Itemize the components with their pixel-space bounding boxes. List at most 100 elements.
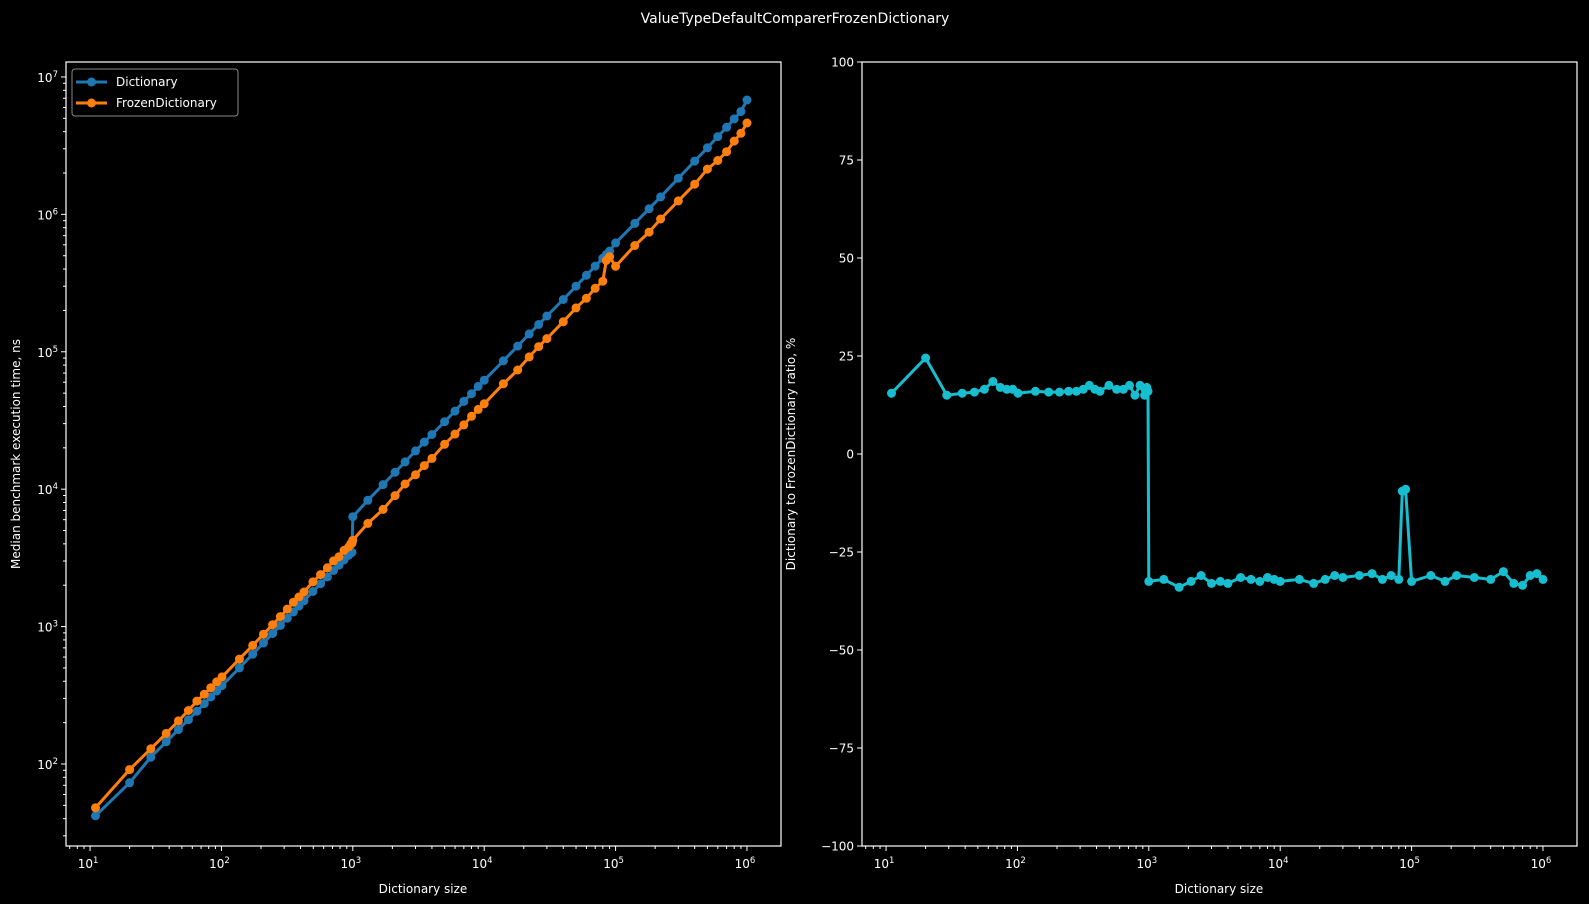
data-point	[1509, 578, 1519, 588]
left-x-axis-label: Dictionary size	[379, 882, 468, 896]
data-point	[459, 420, 469, 430]
right-x-axis-label: Dictionary size	[1175, 882, 1264, 896]
data-point	[1095, 386, 1105, 396]
data-point	[411, 446, 420, 456]
data-point	[1469, 573, 1479, 582]
data-point	[742, 118, 752, 128]
data-point	[921, 353, 931, 363]
data-point	[1294, 574, 1304, 584]
data-point	[419, 437, 429, 447]
data-point	[656, 214, 666, 224]
data-point	[400, 479, 410, 489]
data-point	[467, 411, 476, 421]
data-point	[479, 375, 489, 385]
data-point	[161, 737, 171, 747]
data-point	[630, 218, 640, 228]
legend: Dictionary FrozenDictionary	[71, 68, 239, 117]
data-point	[1309, 578, 1319, 588]
x-tick-label: 103	[1136, 856, 1157, 871]
data-point	[1196, 571, 1206, 580]
data-point	[1125, 380, 1134, 390]
data-point	[611, 238, 621, 248]
data-point	[282, 604, 292, 614]
data-point	[1338, 573, 1348, 582]
data-point	[713, 132, 723, 142]
data-point	[702, 143, 712, 153]
y-tick-label: 104	[37, 482, 58, 497]
data-point	[199, 699, 209, 709]
data-point	[736, 107, 746, 117]
data-point	[217, 672, 227, 682]
data-point	[1246, 574, 1256, 584]
legend-marker-dictionary	[87, 77, 96, 87]
series-ratio	[887, 353, 1548, 592]
data-point	[411, 470, 420, 480]
x-tick-label: 106	[1531, 856, 1552, 871]
data-point	[316, 579, 326, 589]
data-point	[248, 649, 258, 659]
data-point	[1143, 386, 1153, 396]
data-point	[690, 179, 700, 189]
data-point	[400, 457, 410, 467]
x-tick-label: 105	[1399, 856, 1420, 871]
y-tick-label: −25	[829, 546, 854, 560]
data-point	[473, 381, 483, 391]
data-point	[192, 696, 202, 706]
data-point	[1275, 576, 1285, 586]
data-point	[979, 384, 989, 394]
data-point	[390, 467, 400, 477]
data-point	[611, 261, 621, 271]
y-tick-label: −100	[821, 840, 854, 854]
data-point	[322, 572, 332, 582]
data-point	[498, 379, 508, 389]
data-point	[673, 173, 683, 183]
data-point	[673, 196, 683, 206]
data-point	[729, 136, 739, 146]
data-point	[722, 122, 732, 132]
x-tick-label: 101	[78, 856, 99, 871]
data-point	[91, 811, 100, 821]
data-point	[1236, 573, 1246, 582]
data-point	[1144, 576, 1154, 586]
data-point	[363, 495, 373, 505]
data-point	[1013, 388, 1023, 398]
data-point	[479, 399, 489, 409]
data-point	[1215, 576, 1225, 586]
data-point	[534, 320, 544, 329]
data-point	[173, 725, 183, 735]
plot-frame	[65, 61, 782, 847]
data-point	[1130, 390, 1140, 400]
data-point	[1377, 574, 1387, 584]
data-point	[736, 128, 746, 138]
data-point	[713, 156, 723, 165]
data-point	[1135, 380, 1145, 390]
data-point	[590, 283, 600, 293]
data-point	[173, 716, 183, 726]
x-tick-label: 103	[340, 856, 361, 871]
data-point	[275, 620, 285, 630]
data-point	[192, 706, 202, 716]
data-point	[1174, 582, 1184, 592]
data-point	[161, 728, 171, 738]
data-point	[1330, 571, 1340, 580]
data-point	[558, 295, 568, 304]
data-point	[742, 95, 752, 105]
data-point	[969, 387, 979, 397]
data-point	[542, 334, 552, 344]
data-point	[542, 311, 552, 321]
x-tick-label: 104	[472, 856, 493, 871]
right-y-axis-label: Dictionary to FrozenDictionary ratio, %	[784, 338, 798, 571]
data-point	[605, 252, 615, 262]
data-point	[598, 276, 608, 286]
data-point	[234, 663, 244, 673]
data-point	[1354, 571, 1364, 580]
data-point	[1030, 386, 1040, 396]
data-point	[390, 491, 400, 501]
left-y-axis-label: Median benchmark execution time, ns	[9, 339, 23, 569]
data-point	[427, 453, 437, 463]
data-point	[440, 439, 450, 449]
data-point	[1498, 567, 1508, 577]
y-tick-label: 107	[37, 70, 58, 85]
data-point	[957, 388, 967, 398]
